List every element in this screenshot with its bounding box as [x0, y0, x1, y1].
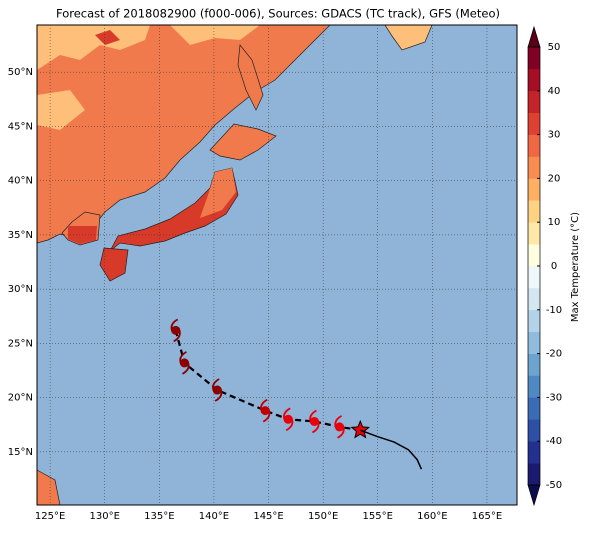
- colorbar-band: [528, 266, 540, 289]
- x-tick-label: 135°E: [144, 511, 174, 522]
- cyclone-marker: [335, 422, 345, 432]
- colorbar-tick-label: -20: [546, 349, 562, 360]
- x-tick-label: 160°E: [417, 511, 447, 522]
- cyclone-marker: [171, 325, 181, 335]
- colorbar-label: Max Temperature (°C): [570, 212, 581, 322]
- colorbar-band: [528, 68, 540, 92]
- x-tick-label: 125°E: [35, 511, 65, 522]
- colorbar-tick-label: 20: [548, 173, 561, 184]
- x-tick-label: 130°E: [90, 511, 120, 522]
- cyclone-marker: [309, 416, 319, 426]
- colorbar-tick-label: 10: [548, 217, 561, 228]
- colorbar-tick-label: 40: [548, 86, 561, 97]
- colorbar-tick-label: 0: [551, 261, 557, 272]
- colorbar-band: [528, 463, 540, 486]
- colorbar-band: [528, 244, 540, 267]
- colorbar-band: [528, 331, 540, 354]
- colorbar-band: [528, 287, 540, 311]
- colorbar-tick-label: 30: [548, 130, 561, 141]
- colorbar-band: [528, 222, 540, 245]
- colorbar-band: [528, 353, 540, 376]
- track-line: [360, 429, 423, 470]
- colorbar-under: [527, 484, 541, 507]
- colorbar-tick-label: -10: [546, 305, 562, 316]
- colorbar-band: [528, 309, 540, 332]
- y-tick-label: 50°N: [8, 67, 33, 78]
- x-tick-label: 155°E: [363, 511, 393, 522]
- colorbar-band: [528, 397, 540, 420]
- x-tick-label: 165°E: [472, 511, 502, 522]
- x-tick-label: 140°E: [199, 511, 229, 522]
- colorbar-tick-label: -50: [546, 480, 562, 491]
- y-tick-label: 40°N: [8, 176, 33, 187]
- cyclone-marker: [260, 406, 270, 416]
- colorbar-band: [528, 156, 540, 179]
- y-tick-label: 35°N: [8, 230, 33, 241]
- cyclone-marker: [179, 358, 189, 368]
- colorbar-band: [528, 90, 540, 113]
- cyclone-marker: [212, 385, 222, 395]
- y-tick-label: 25°N: [8, 338, 33, 349]
- colorbar-band: [528, 200, 540, 223]
- y-tick-label: 20°N: [8, 393, 33, 404]
- colorbar-band: [528, 441, 540, 464]
- cyclone-marker: [283, 414, 293, 424]
- x-tick-label: 150°E: [308, 511, 338, 522]
- colorbar-band: [528, 47, 540, 70]
- current-position: [350, 419, 371, 439]
- colorbar-tick-label: 50: [548, 42, 561, 53]
- y-tick-label: 15°N: [8, 447, 33, 458]
- map-frame: [36, 24, 518, 506]
- colorbar-band: [528, 375, 540, 398]
- y-tick-label: 30°N: [8, 284, 33, 295]
- colorbar-band: [528, 112, 540, 135]
- colorbar-band: [528, 134, 540, 157]
- colorbar-over: [527, 25, 541, 48]
- chart-title: Forecast of 2018082900 (f000-006), Sourc…: [56, 7, 500, 21]
- x-tick-label: 145°E: [253, 511, 283, 522]
- colorbar-band: [528, 178, 540, 201]
- colorbar-tick-label: -40: [546, 436, 562, 447]
- y-tick-label: 45°N: [8, 121, 33, 132]
- colorbar-tick-label: -30: [546, 392, 562, 403]
- colorbar-band: [528, 419, 540, 442]
